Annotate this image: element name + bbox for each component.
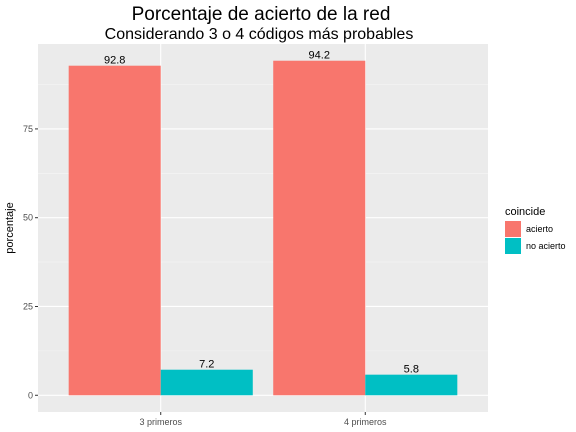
x-tick-label: 4 primeros — [344, 417, 387, 427]
bar-labels: 92.8 7.2 94.2 5.8 — [104, 50, 419, 376]
legend-label: no acierto — [526, 241, 566, 251]
bar-value-label: 7.2 — [199, 359, 214, 371]
chart-subtitle: Considerando 3 o 4 códigos más probables — [105, 26, 414, 43]
bar — [273, 60, 366, 396]
legend: coincide acierto no acierto — [505, 206, 566, 254]
chart-title: Porcentaje de acierto de la red — [132, 4, 391, 25]
legend-label: acierto — [526, 224, 553, 234]
bar — [68, 65, 161, 396]
bar-value-label: 5.8 — [404, 364, 419, 376]
y-tick-label: 0 — [28, 390, 33, 400]
legend-title: coincide — [505, 206, 545, 218]
bar-value-label: 94.2 — [309, 50, 330, 62]
bar — [160, 369, 253, 396]
bar-value-label: 92.8 — [104, 55, 125, 67]
y-axis-title: porcentaje — [4, 202, 16, 253]
bars — [68, 60, 458, 396]
x-axis: 3 primeros 4 primeros — [139, 412, 387, 427]
x-tick-label: 3 primeros — [139, 417, 182, 427]
y-tick-label: 25 — [23, 301, 33, 311]
legend-swatch — [505, 238, 521, 254]
y-axis: 0 25 50 75 — [23, 124, 38, 400]
bar — [365, 374, 458, 396]
legend-swatch — [505, 221, 521, 237]
y-tick-label: 75 — [23, 124, 33, 134]
y-tick-label: 50 — [23, 213, 33, 223]
